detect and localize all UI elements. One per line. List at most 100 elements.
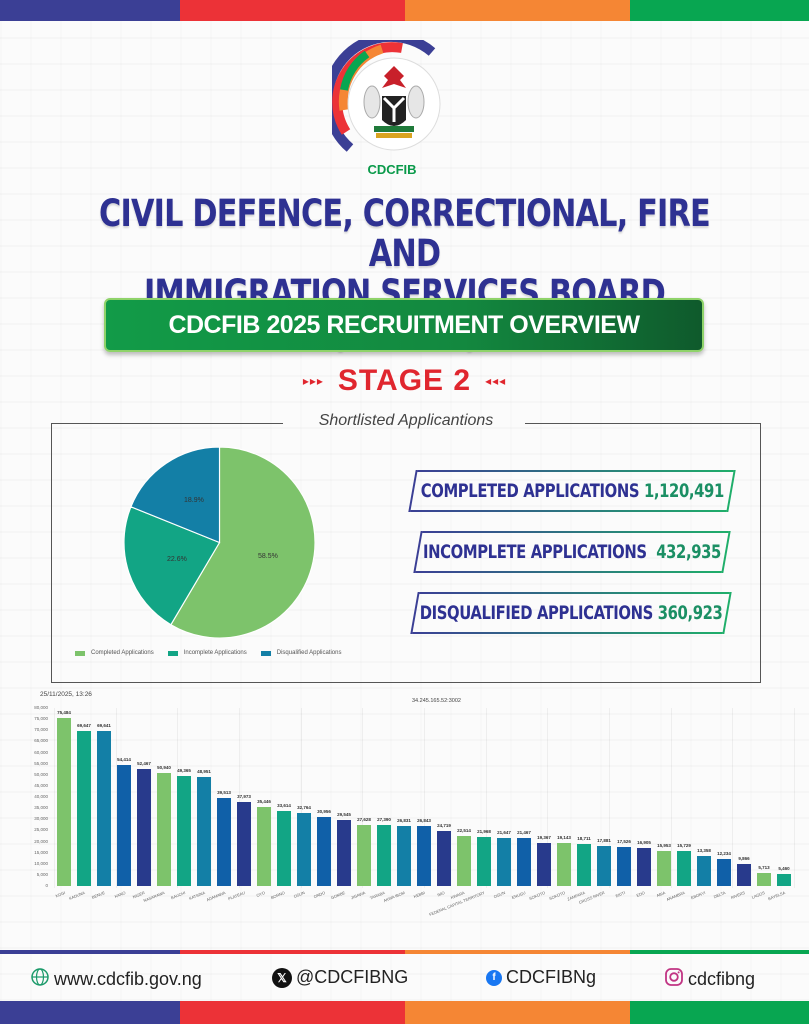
facebook-icon: f: [486, 969, 502, 986]
bar: [557, 843, 571, 886]
grid-line: [670, 708, 672, 888]
grid-line: [300, 708, 302, 888]
pie-chart: [123, 446, 316, 639]
bar: [337, 820, 351, 886]
footer-website[interactable]: www.cdcfib.gov.ng: [30, 967, 202, 992]
bar-category-label: BORNO: [270, 890, 286, 901]
stat-incomplete: INCOMPLETE APPLICATIONS 432,935: [413, 531, 731, 573]
bar-category-label: NASARAWA: [143, 890, 166, 904]
stat-label: INCOMPLETE APPLICATIONS: [423, 541, 647, 563]
bar-category-label: KADUNA: [68, 890, 86, 901]
bar-category-label: LAGOS: [751, 890, 766, 900]
pie-slice: [123, 506, 221, 626]
bar-value-label: 18,711: [577, 836, 591, 842]
bar: [477, 837, 491, 886]
bar-value-label: 17,526: [617, 839, 631, 844]
x-icon: 𝕏: [272, 967, 292, 988]
facebook-handle[interactable]: CDCFIBNg: [506, 967, 597, 987]
instagram-handle[interactable]: cdcfibng: [688, 969, 756, 989]
bar-category-label: KATSINA: [188, 890, 206, 901]
footer-instagram[interactable]: cdcfibng: [664, 967, 755, 992]
bar-category-label: BAUCHI: [169, 890, 186, 901]
bar-value-label: 50,940: [157, 764, 171, 770]
bar-value-label: 29,545: [337, 812, 351, 818]
bar-value-label: 27,628: [357, 816, 371, 822]
bar-value-label: 35,446: [257, 799, 271, 805]
bar: [537, 842, 551, 886]
website-link[interactable]: www.cdcfib.gov.ng: [54, 969, 202, 989]
grid-line: [424, 708, 425, 888]
bar: [297, 813, 311, 886]
bar-category-label: AKWA IBOM: [382, 890, 406, 904]
bar: [737, 864, 751, 886]
globe-icon: [30, 967, 50, 992]
y-tick: 10,000: [34, 860, 48, 866]
footer: www.cdcfib.gov.ng 𝕏 @CDCFIBNG f CDCFIBNg…: [0, 957, 809, 997]
footer-facebook[interactable]: f CDCFIBNg: [486, 967, 596, 988]
y-tick: 15,000: [34, 849, 48, 855]
bar-value-label: 26,843: [417, 818, 431, 824]
bar-category-label: JIGAWA: [350, 890, 366, 901]
bar-value-label: 26,831: [397, 818, 411, 824]
footer-x[interactable]: 𝕏 @CDCFIBNG: [272, 967, 408, 988]
bar: [697, 856, 711, 886]
bar-category-label: DELTA: [712, 890, 726, 900]
bar: [97, 731, 111, 886]
bar-value-label: 52,467: [137, 761, 151, 767]
bar-category-label: BENUE: [91, 890, 106, 900]
y-tick: 80,000: [34, 705, 48, 710]
bar-category-label: PLATEAU: [227, 890, 246, 902]
bar: [657, 850, 671, 886]
bar: [257, 807, 271, 886]
bar-value-label: 21,647: [497, 829, 511, 835]
footer-divider-stripe: [0, 950, 809, 954]
bar: [357, 824, 371, 886]
bar-category-label: EDO: [635, 890, 646, 898]
bar: [577, 844, 591, 886]
stage-heading: ▸▸▸ STAGE 2 ◂◂◂: [0, 364, 809, 398]
bar-value-label: 37,973: [237, 793, 251, 799]
bar-value-label: 30,956: [317, 809, 331, 815]
bar: [757, 873, 771, 886]
y-tick: 60,000: [34, 749, 48, 755]
bar-value-label: 22,514: [457, 827, 471, 833]
instagram-icon: [664, 967, 684, 992]
bar-value-label: 17,881: [597, 838, 611, 844]
bar: [677, 851, 691, 886]
pie-label-completed: 58.5%: [258, 553, 278, 560]
pie-legend: Completed Applications Incomplete Applic…: [75, 650, 341, 656]
cdcfib-logo: CDCFIB: [322, 31, 452, 178]
bar-value-label: 15,729: [677, 843, 691, 848]
pie-label-incomplete: 22.6%: [167, 556, 187, 563]
bar: [317, 817, 331, 886]
stat-value: 360,923: [657, 602, 723, 624]
grid-line: [732, 708, 734, 888]
y-tick: 30,000: [34, 816, 48, 822]
legend-item-incomplete: Incomplete Applications: [167, 650, 247, 656]
bar: [597, 846, 611, 886]
bar-category-label: IMO: [436, 890, 446, 898]
stat-label: DISQUALIFIED APPLICATIONS: [419, 602, 653, 624]
banner-text: CDCFIB 2025 RECRUITMENT OVERVIEW: [168, 310, 640, 339]
chart-timestamp: 25/11/2025, 13:26: [40, 691, 92, 698]
bar-category-label: KANO: [113, 890, 126, 899]
legend-item-disqualified: Disqualified Applications: [260, 650, 341, 656]
bar: [437, 831, 451, 886]
bar: [137, 769, 151, 886]
top-color-stripe: [0, 0, 809, 21]
y-tick: 45,000: [34, 782, 48, 788]
y-tick: 5,000: [36, 871, 48, 877]
panel-title: Shortlisted Applicantions: [318, 412, 494, 429]
bar: [117, 764, 131, 886]
title-line-1: CIVIL DEFENCE, CORRECTIONAL, FIRE AND: [99, 192, 711, 275]
chart-ip-address: 34.245.165.52:3002: [412, 698, 461, 704]
bar-value-label: 39,513: [217, 790, 231, 796]
bottom-color-stripe: [0, 1001, 809, 1024]
stat-disqualified: DISQUALIFIED APPLICATIONS 360,923: [410, 592, 732, 634]
y-tick: 55,000: [34, 760, 48, 766]
stage-label: STAGE 2: [337, 364, 472, 397]
bar: [377, 825, 391, 886]
x-handle[interactable]: @CDCFIBNG: [296, 967, 409, 987]
bar: [517, 838, 531, 886]
bar-category-label: SOKOTO: [528, 890, 546, 902]
